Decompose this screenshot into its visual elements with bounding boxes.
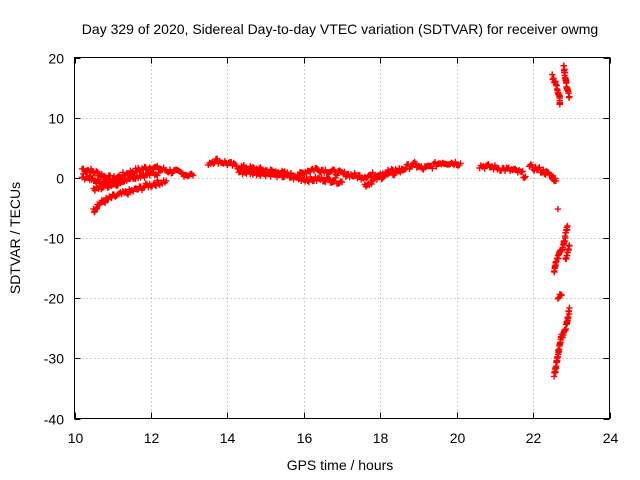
data-series-band-c (90, 177, 170, 216)
y-tick-label: -40 (44, 412, 64, 428)
data-series-band-j (526, 161, 560, 185)
data-point-markers (562, 242, 573, 263)
grid (74, 57, 610, 419)
data-points (78, 62, 573, 380)
x-tick-label: 16 (297, 430, 313, 446)
x-tick-label: 24 (603, 430, 619, 446)
x-tick-label: 12 (144, 430, 160, 446)
chart-title: Day 329 of 2020, Sidereal Day-to-day VTE… (82, 21, 598, 37)
y-tick-labels: -40 -30 -20 -10 0 10 20 (44, 51, 64, 428)
y-tick-label: -20 (44, 291, 64, 307)
data-series-band-d (90, 176, 128, 194)
x-tick-label: 14 (220, 430, 236, 446)
data-point-markers (550, 222, 571, 276)
y-tick-label: 0 (56, 171, 64, 187)
x-axis-label: GPS time / hours (287, 457, 394, 473)
data-point-markers (526, 161, 560, 185)
data-series-band-n (550, 222, 571, 276)
data-series-band-g (361, 168, 399, 190)
data-series-band-k (549, 71, 563, 108)
data-series-band-p (554, 291, 565, 302)
data-series-band-i (476, 161, 529, 182)
data-point-markers (550, 331, 565, 380)
x-tick-label: 20 (450, 430, 466, 446)
data-point-markers (476, 161, 529, 182)
y-tick-label: 10 (48, 111, 64, 127)
x-tick-label: 18 (373, 430, 389, 446)
x-tick-label: 10 (68, 430, 84, 446)
axis-ticks (74, 57, 611, 420)
data-point-markers (549, 71, 563, 108)
y-tick-label: -10 (44, 231, 64, 247)
data-point-markers (554, 205, 562, 213)
data-point-markers (396, 158, 464, 176)
data-point-markers (560, 62, 573, 101)
data-series-band-m (554, 205, 562, 213)
data-point-markers (554, 291, 565, 302)
data-series-band-l (560, 62, 573, 101)
data-point-markers (90, 176, 128, 194)
data-series-band-r (550, 331, 565, 380)
x-tick-labels: 10 12 14 16 18 20 22 24 (68, 430, 619, 446)
data-series-band-f (235, 166, 346, 187)
x-tick-label: 22 (526, 430, 542, 446)
data-point-markers (90, 177, 170, 216)
data-series-band-o (562, 242, 573, 263)
data-point-markers (361, 168, 399, 190)
y-tick-label: -30 (44, 351, 64, 367)
data-point-markers (235, 166, 346, 187)
y-axis-label: SDTVAR / TECUs (7, 182, 23, 294)
y-tick-label: 20 (48, 51, 64, 67)
data-series-band-h (396, 158, 464, 176)
